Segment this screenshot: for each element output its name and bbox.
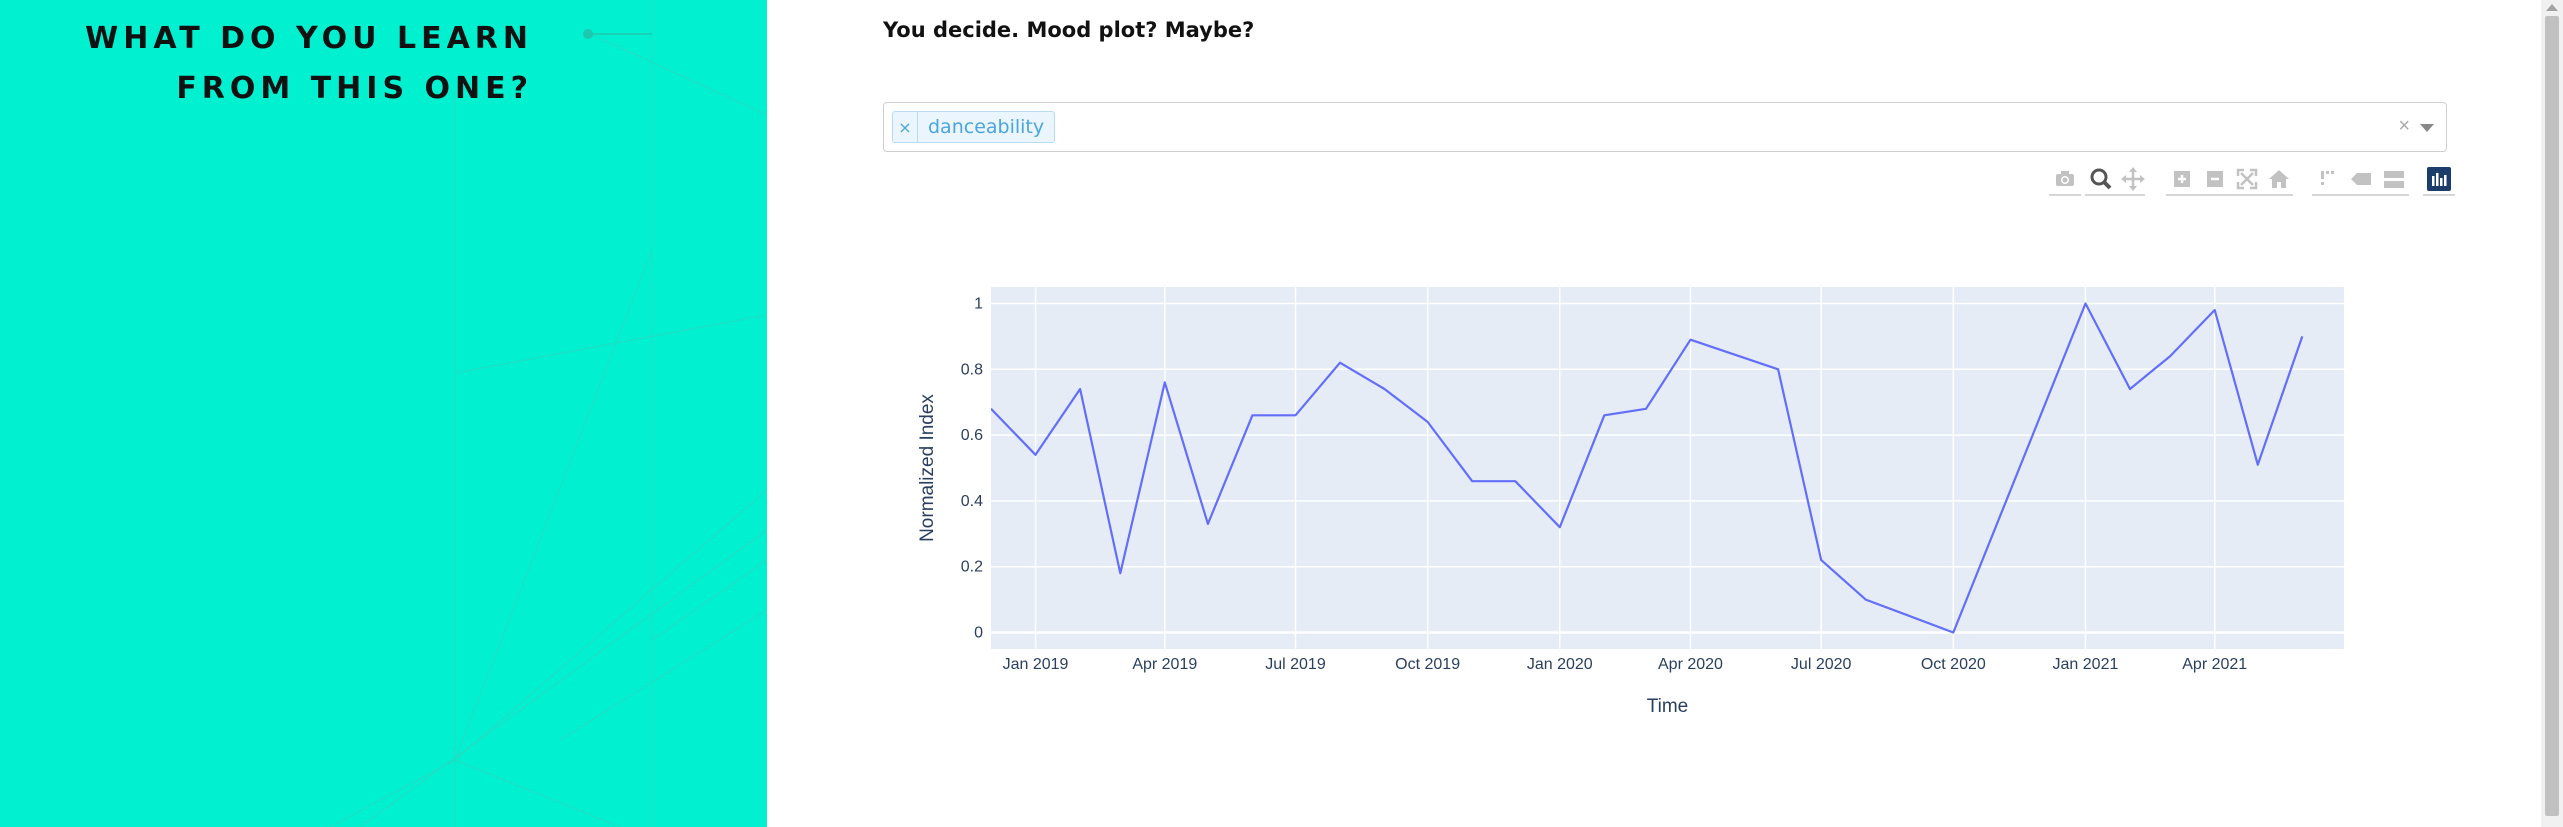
- chevron-down-icon[interactable]: [2420, 124, 2434, 132]
- vertical-scrollbar[interactable]: [2541, 0, 2563, 827]
- x-tick-label: Oct 2020: [1921, 656, 1986, 673]
- modebar-group-divider: [2166, 194, 2293, 196]
- clear-all-button[interactable]: ×: [2398, 115, 2410, 137]
- tag-label: danceability: [928, 116, 1045, 138]
- modebar-group-divider: [2312, 194, 2409, 196]
- spike-lines-icon[interactable]: [2315, 166, 2341, 192]
- scroll-up-arrow-icon[interactable]: [2546, 4, 2558, 11]
- modebar-group-divider: [2423, 194, 2455, 196]
- x-tick-label: Jan 2020: [1527, 656, 1593, 673]
- selected-tag: × danceability: [892, 111, 1056, 143]
- plotly-logo-icon[interactable]: [2426, 166, 2452, 192]
- y-tick-label: 0.2: [961, 559, 983, 576]
- x-tick-label: Apr 2020: [1658, 656, 1723, 673]
- reset-axes-icon[interactable]: [2266, 166, 2292, 192]
- y-tick-label: 0.4: [961, 493, 983, 510]
- pan-icon[interactable]: [2120, 166, 2146, 192]
- y-axis-title: Normalized Index: [917, 394, 938, 542]
- y-tick-label: 0.8: [961, 361, 983, 378]
- scrollbar-thumb[interactable]: [2545, 16, 2559, 816]
- x-tick-label: Jul 2019: [1265, 656, 1326, 673]
- decorative-lines: [329, 0, 767, 827]
- x-axis-title: Time: [1647, 696, 1689, 717]
- series-line[interactable]: [991, 302, 2304, 634]
- x-tick-label: Oct 2019: [1395, 656, 1460, 673]
- zoom-icon[interactable]: [2088, 166, 2114, 192]
- plot-area: [991, 287, 2344, 649]
- x-tick-label: Apr 2019: [1132, 656, 1197, 673]
- zoom-in-icon[interactable]: [2169, 166, 2195, 192]
- hover-compare-icon[interactable]: [2381, 166, 2407, 192]
- section-title-line-1: WHAT DO YOU LEARN: [85, 21, 533, 56]
- zoom-out-icon[interactable]: [2202, 166, 2228, 192]
- chart-modebar: [767, 160, 2541, 200]
- section-title-line-2: FROM THIS ONE?: [176, 71, 533, 106]
- question-text: You decide. Mood plot? Maybe?: [883, 18, 1255, 42]
- section-title: WHAT DO YOU LEARN FROM THIS ONE?: [85, 14, 533, 114]
- y-tick-label: 1: [974, 295, 983, 312]
- tag-remove-button[interactable]: ×: [893, 112, 918, 142]
- modebar-group-divider: [2049, 194, 2081, 196]
- modebar-group-divider: [2085, 194, 2145, 196]
- y-tick-label: 0.6: [961, 427, 983, 444]
- camera-icon[interactable]: [2052, 166, 2078, 192]
- x-tick-label: Jan 2019: [1003, 656, 1069, 673]
- x-tick-label: Jul 2020: [1791, 656, 1852, 673]
- x-tick-label: Jan 2021: [2053, 656, 2119, 673]
- autoscale-icon[interactable]: [2234, 166, 2260, 192]
- main-content: You decide. Mood plot? Maybe? × danceabi…: [767, 0, 2541, 827]
- line-chart[interactable]: Jan 2019 Apr 2019 Jul 2019 Oct 2019 Jan 2020…: [883, 260, 2443, 730]
- left-panel: WHAT DO YOU LEARN FROM THIS ONE?: [0, 0, 767, 827]
- feature-dropdown[interactable]: × danceability ×: [883, 102, 2447, 152]
- hover-closest-icon[interactable]: [2348, 166, 2374, 192]
- x-tick-label: Apr 2021: [2182, 656, 2247, 673]
- y-tick-label: 0: [974, 625, 983, 642]
